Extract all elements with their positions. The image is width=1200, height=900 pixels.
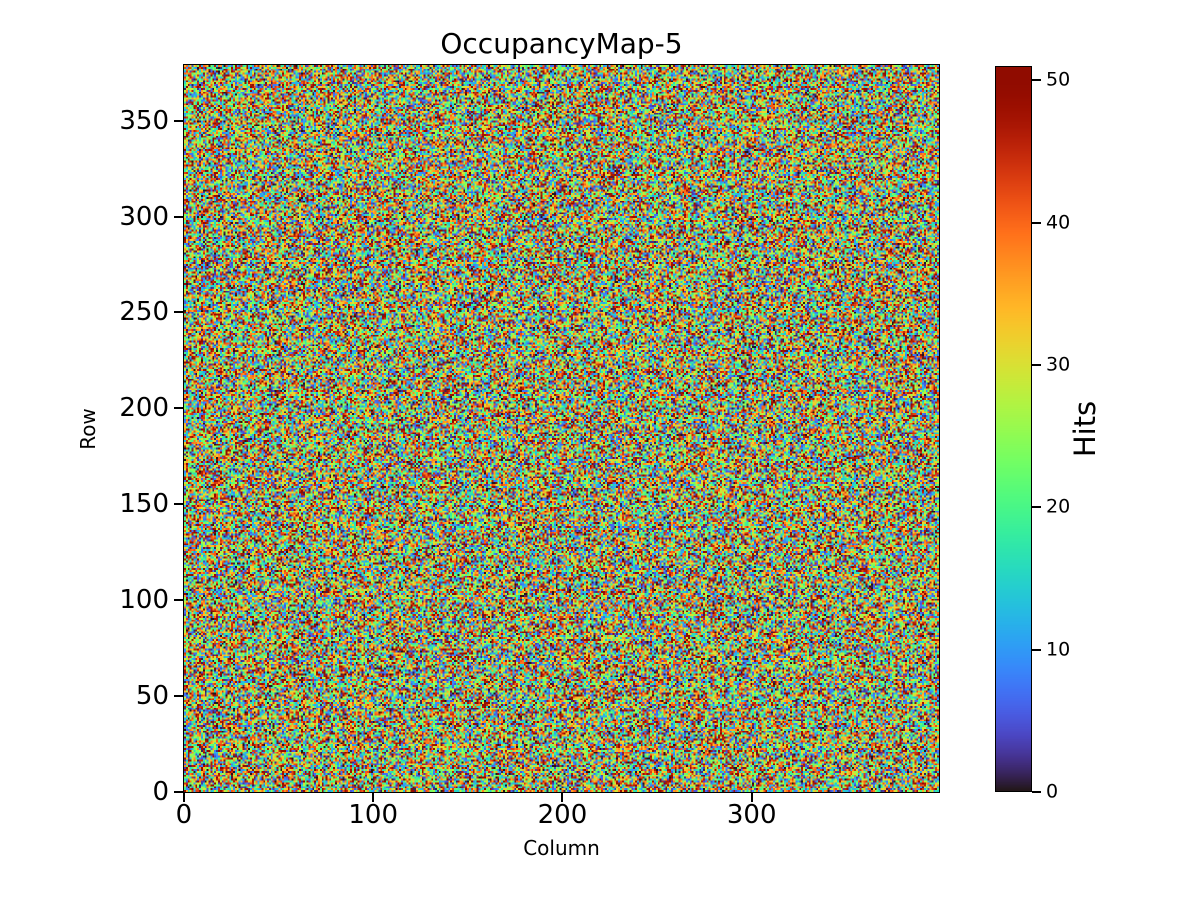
colorbar-gradient-canvas <box>996 67 1031 791</box>
colorbar-tick-label: 50 <box>1046 68 1071 91</box>
x-tick-mark <box>372 793 375 802</box>
y-tick-label: 250 <box>119 297 169 328</box>
x-tick-mark <box>182 793 185 802</box>
x-tick-label: 100 <box>348 800 399 830</box>
colorbar-tick-mark <box>1032 506 1041 509</box>
y-tick-label: 300 <box>119 201 169 232</box>
y-tick-mark <box>174 599 183 602</box>
chart-title: OccupancyMap-5 <box>440 27 683 60</box>
x-tick-mark <box>750 793 753 802</box>
y-tick-mark <box>174 695 183 698</box>
colorbar-tick-label: 40 <box>1046 211 1071 234</box>
colorbar-tick-mark <box>1032 221 1041 224</box>
colorbar-tick-label: 0 <box>1046 780 1059 803</box>
y-tick-label: 100 <box>119 585 169 616</box>
colorbar-tick-mark <box>1032 648 1041 651</box>
colorbar-label: Hits <box>1068 400 1102 458</box>
colorbar-tick-mark <box>1032 79 1041 82</box>
y-tick-mark <box>174 215 183 218</box>
x-tick-label: 0 <box>175 800 193 830</box>
y-tick-mark <box>174 311 183 314</box>
x-tick-label: 300 <box>726 800 777 830</box>
y-tick-mark <box>174 791 183 794</box>
y-tick-mark <box>174 503 183 506</box>
x-tick-label: 200 <box>537 800 588 830</box>
x-tick-mark <box>561 793 564 802</box>
y-tick-label: 0 <box>152 777 169 808</box>
colorbar-tick-label: 10 <box>1046 638 1071 661</box>
x-axis-label: Column <box>523 836 600 860</box>
colorbar-tick-label: 30 <box>1046 353 1071 376</box>
colorbar <box>995 66 1032 792</box>
heatmap-canvas <box>184 65 939 792</box>
y-tick-label: 200 <box>119 393 169 424</box>
colorbar-tick-mark <box>1032 791 1041 793</box>
colorbar-tick-label: 20 <box>1046 495 1071 518</box>
y-tick-label: 350 <box>119 105 169 136</box>
y-tick-mark <box>174 119 183 122</box>
y-tick-label: 150 <box>119 489 169 520</box>
heatmap-axes <box>183 64 940 793</box>
colorbar-tick-mark <box>1032 363 1041 366</box>
y-axis-label: Row <box>76 408 100 450</box>
y-tick-mark <box>174 407 183 410</box>
y-tick-label: 50 <box>135 681 169 712</box>
